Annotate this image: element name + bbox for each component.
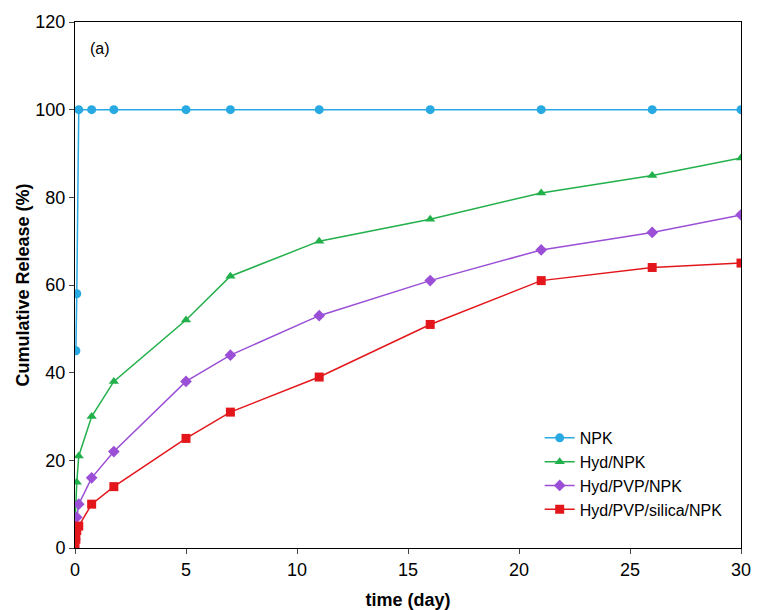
svg-text:(a): (a) <box>90 40 110 57</box>
svg-text:120: 120 <box>35 12 65 32</box>
svg-text:0: 0 <box>70 560 80 580</box>
svg-text:60: 60 <box>45 275 65 295</box>
svg-text:Cumulative Release (%): Cumulative Release (%) <box>13 183 33 386</box>
svg-text:Hyd/PVP/NPK: Hyd/PVP/NPK <box>580 478 683 495</box>
svg-text:20: 20 <box>509 560 529 580</box>
svg-text:20: 20 <box>45 451 65 471</box>
svg-text:100: 100 <box>35 100 65 120</box>
svg-text:0: 0 <box>55 538 65 558</box>
svg-text:30: 30 <box>731 560 751 580</box>
svg-text:NPK: NPK <box>580 430 613 447</box>
svg-text:Hyd/PVP/silica/NPK: Hyd/PVP/silica/NPK <box>580 502 723 519</box>
svg-text:25: 25 <box>620 560 640 580</box>
svg-text:time (day): time (day) <box>365 590 450 610</box>
svg-text:80: 80 <box>45 188 65 208</box>
svg-text:5: 5 <box>181 560 191 580</box>
svg-text:Hyd/NPK: Hyd/NPK <box>580 454 646 471</box>
svg-text:15: 15 <box>398 560 418 580</box>
svg-text:40: 40 <box>45 363 65 383</box>
svg-text:10: 10 <box>287 560 307 580</box>
